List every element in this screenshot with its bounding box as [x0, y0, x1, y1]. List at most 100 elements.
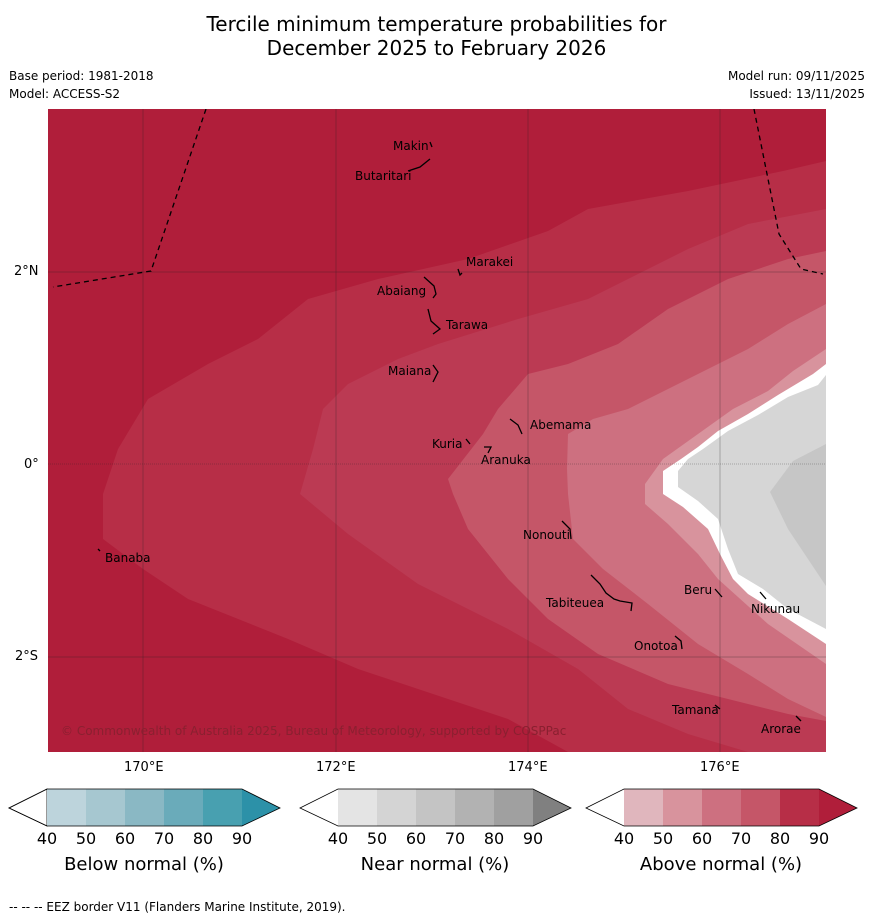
below-seg-1 — [47, 789, 86, 826]
place-maiana: Maiana — [388, 364, 432, 378]
near-title: Near normal (%) — [360, 854, 510, 875]
place-onotoa: Onotoa — [634, 639, 678, 653]
model-name: Model: ACCESS-S2 — [9, 87, 121, 101]
island-arorae — [795, 715, 802, 722]
place-makin: Makin — [393, 139, 429, 153]
near-seg-2 — [377, 789, 416, 826]
island-kuria — [465, 438, 471, 445]
below-seg-5 — [203, 789, 242, 826]
below-seg-6 — [242, 789, 280, 826]
near-seg-4 — [455, 789, 494, 826]
near-outline — [299, 788, 572, 827]
lat-label-2n: 2°N — [14, 264, 39, 279]
model-run: Model run: 09/11/2025 — [727, 69, 865, 83]
below-tick-50: 50 — [75, 829, 97, 848]
above-seg-3 — [702, 789, 741, 826]
below-tick-60: 60 — [114, 829, 136, 848]
colorbar-near-svg — [299, 788, 572, 827]
eez-footnote: -- -- -- EEZ border V11 (Flanders Marine… — [9, 900, 346, 914]
above-seg-6 — [819, 789, 857, 826]
island-tarawa — [427, 308, 442, 335]
island-maiana — [432, 364, 439, 383]
below-outline — [8, 788, 281, 827]
eez-border-east — [753, 109, 824, 275]
near-tick-60: 60 — [405, 829, 427, 848]
place-tamana: Tamana — [672, 703, 719, 717]
near-normal-50 — [678, 375, 826, 629]
below-seg-2 — [86, 789, 125, 826]
place-beru: Beru — [684, 583, 713, 597]
colorbar-above-svg — [585, 788, 858, 827]
colorbar-below-normal — [8, 788, 282, 828]
island-nonouti — [561, 520, 572, 540]
above-tick-70: 70 — [730, 829, 752, 848]
island-banaba — [97, 548, 101, 552]
below-tick-70: 70 — [153, 829, 175, 848]
place-abemama: Abemama — [530, 418, 592, 432]
below-tick-80: 80 — [192, 829, 214, 848]
near-seg-3 — [416, 789, 455, 826]
above-seg-4 — [741, 789, 780, 826]
lon-label-174e: 174°E — [508, 760, 548, 775]
below-seg-3 — [125, 789, 164, 826]
island-marakei — [457, 268, 463, 277]
place-abaiang: Abaiang — [377, 284, 427, 298]
eez-border — [52, 109, 824, 288]
meta-right: Model run: 09/11/2025 Issued: 13/11/2025 — [728, 67, 865, 103]
near-tick-40: 40 — [327, 829, 349, 848]
above-seg-1 — [624, 789, 663, 826]
island-abemama — [509, 418, 523, 435]
island-tamana — [714, 704, 721, 710]
island-outlines — [97, 141, 802, 722]
above-tick-40: 40 — [613, 829, 635, 848]
title-line-1: Tercile minimum temperature probabilitie… — [206, 12, 667, 36]
island-aranuka — [484, 446, 493, 454]
island-tabiteuea — [590, 574, 633, 612]
above-outline — [585, 788, 858, 827]
base-period: Base period: 1981-2018 — [9, 69, 154, 83]
island-abaiang — [423, 276, 437, 299]
place-arorae: Arorae — [761, 722, 801, 736]
place-nikunau: Nikunau — [751, 602, 801, 616]
island-beru — [714, 588, 723, 598]
colorbar-above-normal — [585, 788, 859, 828]
place-nonouti: Nonouti — [523, 528, 570, 542]
near-normal-60 — [770, 444, 826, 586]
near-tick-50: 50 — [366, 829, 388, 848]
place-aranuka: Aranuka — [481, 453, 531, 467]
near-seg-6 — [533, 789, 571, 826]
above-title: Above normal (%) — [639, 854, 803, 875]
place-tarawa: Tarawa — [446, 318, 489, 332]
lon-label-172e: 172°E — [316, 760, 356, 775]
lat-label-2s: 2°S — [15, 649, 39, 664]
below-seg-0 — [8, 788, 48, 827]
colorbar-below-svg — [8, 788, 281, 827]
below-tick-40: 40 — [36, 829, 58, 848]
near-tick-80: 80 — [483, 829, 505, 848]
place-kuria: Kuria — [432, 437, 463, 451]
lon-label-176e: 176°E — [700, 760, 740, 775]
near-tick-90: 90 — [522, 829, 544, 848]
chart-title: Tercile minimum temperature probabilitie… — [0, 12, 873, 60]
lon-label-170e: 170°E — [124, 760, 164, 775]
issued-date: Issued: 13/11/2025 — [749, 87, 865, 101]
place-marakei: Marakei — [466, 255, 514, 269]
near-seg-5 — [494, 789, 533, 826]
island-makin — [429, 141, 433, 148]
colorbar-near-normal — [299, 788, 573, 828]
island-nikunau — [759, 591, 767, 600]
map-svg — [48, 109, 826, 752]
title-line-2: December 2025 to February 2026 — [266, 36, 607, 60]
near-seg-0 — [300, 789, 338, 826]
above-seg-0 — [586, 789, 624, 826]
lat-label-0: 0° — [24, 457, 39, 472]
above-tick-90: 90 — [808, 829, 830, 848]
place-tabiteuea: Tabiteuea — [546, 596, 605, 610]
above-tick-60: 60 — [691, 829, 713, 848]
below-seg-4 — [164, 789, 203, 826]
grid-lines — [48, 109, 826, 752]
eez-border-west — [52, 109, 207, 288]
map-panel: Makin Butaritari Marakei Abaiang Tarawa … — [48, 109, 826, 752]
near-tick-70: 70 — [444, 829, 466, 848]
above-seg-5 — [780, 789, 819, 826]
